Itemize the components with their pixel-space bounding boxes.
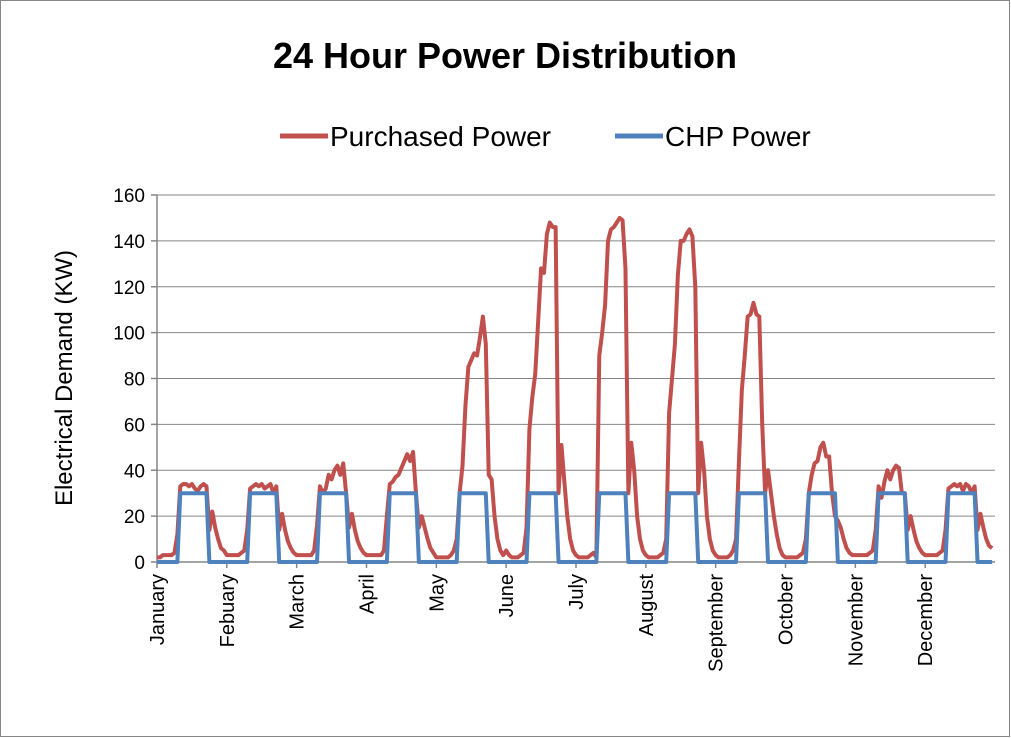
y-axis-title: Electrical Demand (KW) xyxy=(51,250,78,506)
series-line xyxy=(157,215,994,560)
y-tick-label: 80 xyxy=(124,370,145,391)
plot xyxy=(157,215,994,564)
chart-title: 24 Hour Power Distribution xyxy=(273,35,737,76)
legend: Purchased Power CHP Power xyxy=(280,121,811,152)
x-tick-label: March xyxy=(287,574,309,630)
y-tick-label: 120 xyxy=(113,278,145,299)
x-tick-label: January xyxy=(147,574,169,645)
x-tick-label: September xyxy=(706,574,728,672)
x-tick-label: July xyxy=(566,574,588,610)
y-tick-label: 40 xyxy=(124,461,145,482)
x-tick-label: April xyxy=(357,574,379,614)
series-line xyxy=(157,491,993,564)
legend-label: Purchased Power xyxy=(330,121,551,152)
x-tick-label: Febuary xyxy=(217,574,239,647)
x-tick-label: December xyxy=(915,574,937,667)
y-tick-label: 140 xyxy=(113,232,145,253)
y-tick-label: 20 xyxy=(124,507,145,528)
y-tick-label: 160 xyxy=(113,186,145,207)
y-tick-label: 0 xyxy=(134,553,145,574)
x-tick-label: May xyxy=(426,574,448,612)
x-tick-label: October xyxy=(776,574,798,645)
x-tick-label: June xyxy=(496,574,518,617)
y-tick-label: 100 xyxy=(113,324,145,345)
legend-label: CHP Power xyxy=(665,121,811,152)
x-tick-label: November xyxy=(845,574,867,667)
x-tick-label: August xyxy=(636,574,658,637)
y-tick-label: 60 xyxy=(124,415,145,436)
